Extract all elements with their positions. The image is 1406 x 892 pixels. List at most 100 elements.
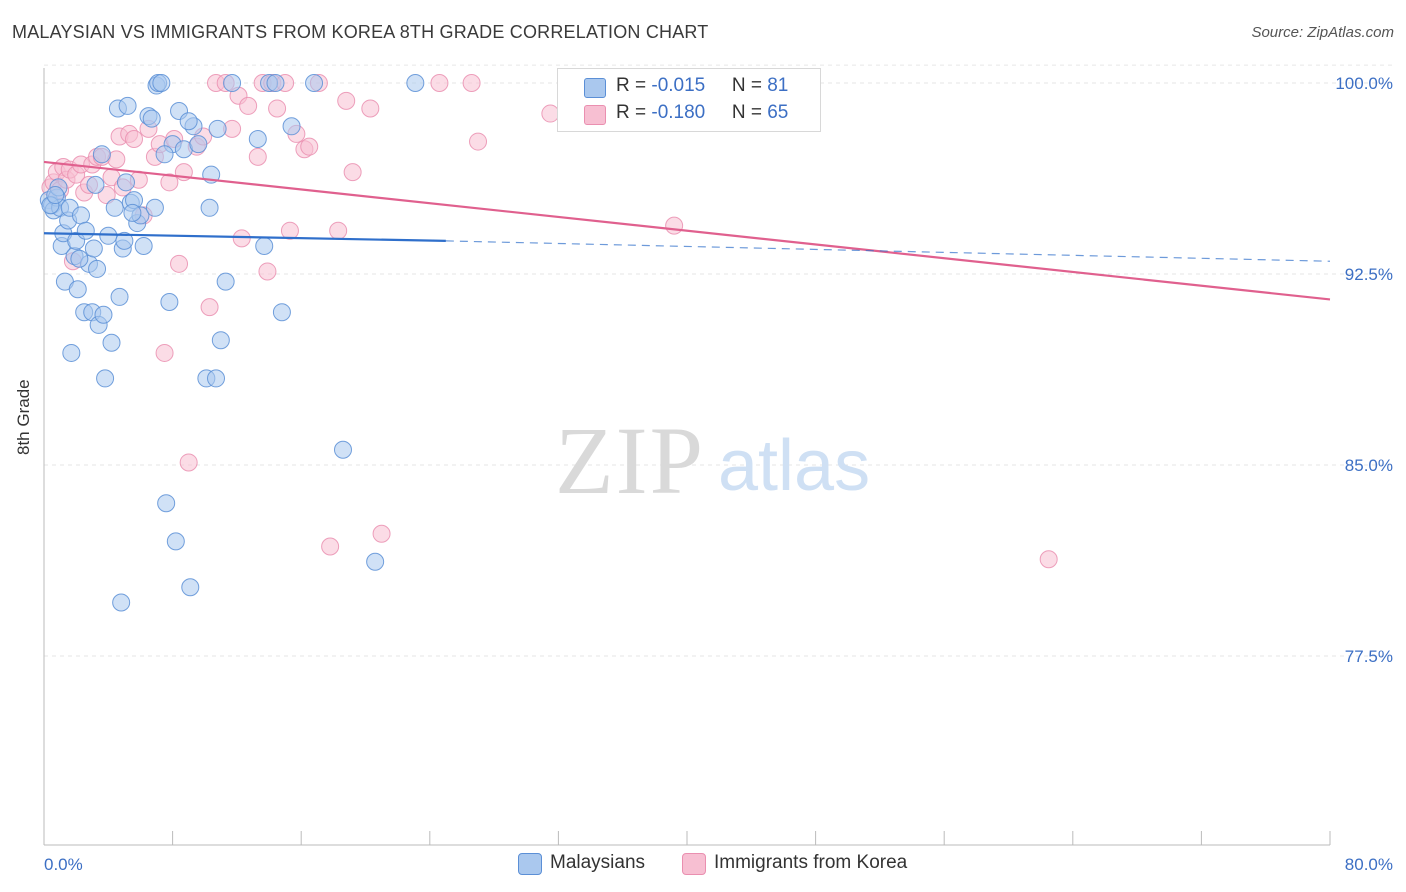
data-point-malaysians (62, 343, 81, 362)
data-point-korea (321, 537, 340, 556)
data-point-malaysians (110, 287, 129, 306)
data-point-malaysians (223, 74, 242, 92)
data-point-malaysians (116, 173, 135, 192)
y-tick-label: 85.0% (1345, 456, 1393, 475)
data-point-malaysians (155, 145, 174, 164)
data-point-malaysians (71, 206, 90, 225)
legend-swatch-blue (518, 853, 542, 875)
legend-swatch-blue (584, 78, 606, 98)
data-point-malaysians (166, 532, 185, 551)
data-point-malaysians (333, 440, 352, 459)
data-point-malaysians (102, 333, 121, 352)
data-point-korea (268, 99, 287, 118)
data-point-malaysians (366, 552, 385, 571)
data-point-malaysians (118, 96, 137, 115)
data-point-malaysians (152, 74, 171, 92)
series-malaysians-points (39, 74, 425, 612)
data-point-korea (232, 229, 251, 248)
data-point-malaysians (84, 239, 103, 258)
data-point-korea (155, 343, 174, 362)
data-point-korea (337, 91, 356, 110)
data-point-malaysians (76, 221, 95, 240)
data-point-malaysians (208, 119, 227, 138)
grid-lines (44, 64, 1394, 657)
data-point-malaysians (92, 145, 111, 164)
data-point-korea (170, 254, 189, 273)
data-point-malaysians (179, 112, 198, 131)
data-point-malaysians (160, 293, 179, 312)
legend-label-malaysians: Malaysians (550, 852, 646, 873)
legend-swatch-pink (584, 105, 606, 125)
y-tick-label: 92.5% (1345, 265, 1393, 284)
data-point-malaysians (200, 198, 219, 217)
legend-n-label: N = (731, 102, 768, 123)
data-point-malaysians (112, 593, 131, 612)
data-point-malaysians (157, 494, 176, 513)
trend-line-malaysians-extrapolated (445, 240, 1331, 262)
trend-line-malaysians (43, 232, 446, 242)
y-tick-label: 77.5% (1345, 647, 1393, 666)
data-point-malaysians (211, 331, 230, 350)
trend-lines (43, 160, 1331, 301)
data-point-korea (372, 524, 391, 543)
watermark-atlas: atlas (718, 426, 870, 506)
chart-source: Source: ZipAtlas.com (1251, 24, 1394, 41)
data-point-malaysians (99, 226, 118, 245)
data-point-korea (280, 221, 299, 240)
data-point-malaysians (189, 135, 208, 154)
tick-labels: 77.5% 85.0% 92.5% 100.0% 0.0% 80.0% (44, 74, 1393, 874)
data-point-malaysians (282, 117, 301, 136)
x-tick-label: 0.0% (44, 855, 83, 874)
data-point-malaysians (86, 175, 105, 194)
data-point-malaysians (46, 186, 65, 205)
watermark: ZIP atlas (555, 407, 870, 514)
data-point-korea (361, 99, 380, 118)
chart-title: MALAYSIAN VS IMMIGRANTS FROM KOREA 8TH G… (12, 22, 709, 42)
data-point-korea (97, 186, 116, 205)
data-point-malaysians (216, 272, 235, 291)
watermark-zip: ZIP (555, 407, 705, 514)
data-point-malaysians (123, 203, 142, 222)
data-point-malaysians (88, 259, 107, 278)
data-point-korea (248, 147, 267, 166)
data-point-korea (125, 130, 144, 149)
y-tick-label: 100.0% (1335, 74, 1393, 93)
legend-label-korea: Immigrants from Korea (714, 852, 908, 873)
data-point-korea (343, 163, 362, 182)
data-point-malaysians (266, 74, 285, 92)
data-point-malaysians (142, 109, 161, 128)
data-point-korea (430, 74, 449, 92)
legend-n-label: N = (731, 75, 768, 96)
data-point-malaysians (68, 280, 87, 299)
data-point-malaysians (305, 74, 324, 92)
data-point-korea (160, 173, 179, 192)
legend-n-value: 65 (767, 102, 789, 123)
data-point-korea (665, 216, 684, 235)
data-point-malaysians (248, 130, 267, 149)
data-point-korea (200, 298, 219, 317)
legend-r-value: -0.180 (651, 102, 706, 123)
data-point-malaysians (96, 369, 115, 388)
data-point-malaysians (94, 305, 113, 324)
data-point-korea (300, 137, 319, 156)
legend-swatch-pink (682, 853, 706, 875)
data-point-malaysians (272, 303, 291, 322)
legend-r-label: R = (616, 102, 652, 123)
data-point-korea (239, 96, 258, 115)
data-point-malaysians (406, 74, 425, 92)
data-point-korea (179, 453, 198, 472)
data-point-malaysians (181, 578, 200, 597)
legend-r-value: -0.015 (651, 75, 706, 96)
data-point-malaysians (115, 231, 134, 250)
data-point-malaysians (145, 198, 164, 217)
data-point-korea (469, 132, 488, 151)
trend-line-korea (43, 160, 1331, 301)
legend-box: R = -0.015 N = 81 R = -0.180 N = 65 (557, 68, 821, 132)
legend-n-value: 81 (767, 75, 789, 96)
legend-r-label: R = (616, 75, 652, 96)
data-point-malaysians (255, 236, 274, 255)
data-point-korea (258, 262, 277, 281)
data-point-malaysians (134, 236, 153, 255)
data-point-malaysians (105, 198, 124, 217)
